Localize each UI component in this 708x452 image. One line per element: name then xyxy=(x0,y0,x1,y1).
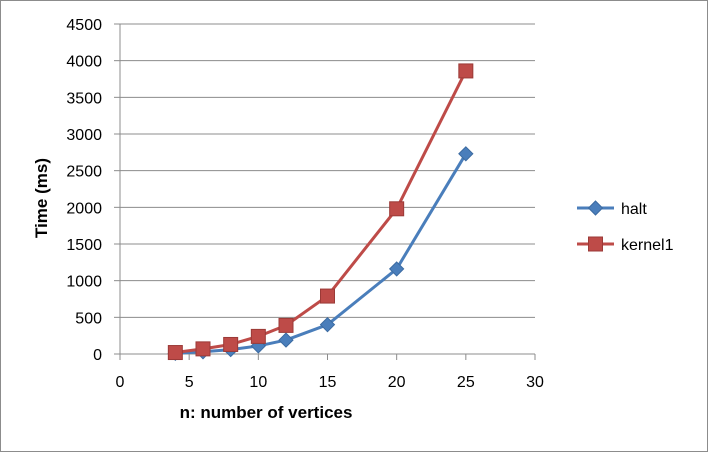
series-halt xyxy=(167,146,474,361)
y-tick-label: 1000 xyxy=(66,274,102,291)
data-point-kernel1 xyxy=(278,317,294,333)
y-tick-label: 3000 xyxy=(66,127,102,144)
y-tick-label: 2000 xyxy=(66,200,102,217)
x-tick-labels: 0 5 10 15 20 25 30 xyxy=(116,374,544,391)
x-axis-title: n: number of vertices xyxy=(180,403,353,422)
y-tick-label: 1500 xyxy=(66,237,102,254)
legend-marker-halt xyxy=(587,200,604,216)
data-point-halt xyxy=(278,332,294,348)
legend: halt kernel1 xyxy=(577,200,674,254)
data-point-kernel1 xyxy=(195,341,211,357)
data-point-kernel1 xyxy=(320,288,335,304)
data-point-kernel1 xyxy=(389,201,405,217)
x-tick-label: 5 xyxy=(185,374,194,391)
legend-label-halt: halt xyxy=(621,201,647,218)
x-tick-label: 20 xyxy=(388,374,406,391)
x-tick-label: 15 xyxy=(319,374,337,391)
data-point-kernel1 xyxy=(167,345,183,361)
legend-label-kernel1: kernel1 xyxy=(621,237,674,254)
y-axis-title: Time (ms) xyxy=(32,158,51,238)
data-point-halt xyxy=(458,146,474,162)
series-line-halt xyxy=(175,153,468,355)
data-point-halt xyxy=(388,261,405,277)
y-tick-label: 4000 xyxy=(66,54,102,71)
series-line-kernel1 xyxy=(175,70,468,355)
y-tick-label: 3500 xyxy=(66,90,102,107)
x-tick-label: 10 xyxy=(249,374,267,391)
legend-item-halt: halt xyxy=(577,200,647,218)
data-point-halt xyxy=(319,316,336,333)
x-tick-label: 0 xyxy=(116,374,125,391)
y-tick-label: 500 xyxy=(75,310,102,327)
data-point-kernel1 xyxy=(458,63,474,79)
y-tick-label: 0 xyxy=(93,347,102,364)
x-tick-label: 25 xyxy=(457,374,475,391)
gridlines xyxy=(120,23,535,318)
y-tick-label: 2500 xyxy=(66,164,102,181)
x-tick-label: 30 xyxy=(526,374,544,391)
data-point-kernel1 xyxy=(250,328,266,344)
series-kernel1 xyxy=(167,63,474,361)
legend-item-kernel1: kernel1 xyxy=(577,236,674,254)
series-layer xyxy=(167,63,474,361)
data-point-kernel1 xyxy=(223,336,239,352)
y-tick-label: 4500 xyxy=(66,17,102,34)
legend-marker-kernel1 xyxy=(588,236,603,252)
y-tick-labels: 0 500 1000 1500 2000 2500 3000 3500 4000 4500 xyxy=(66,17,102,364)
